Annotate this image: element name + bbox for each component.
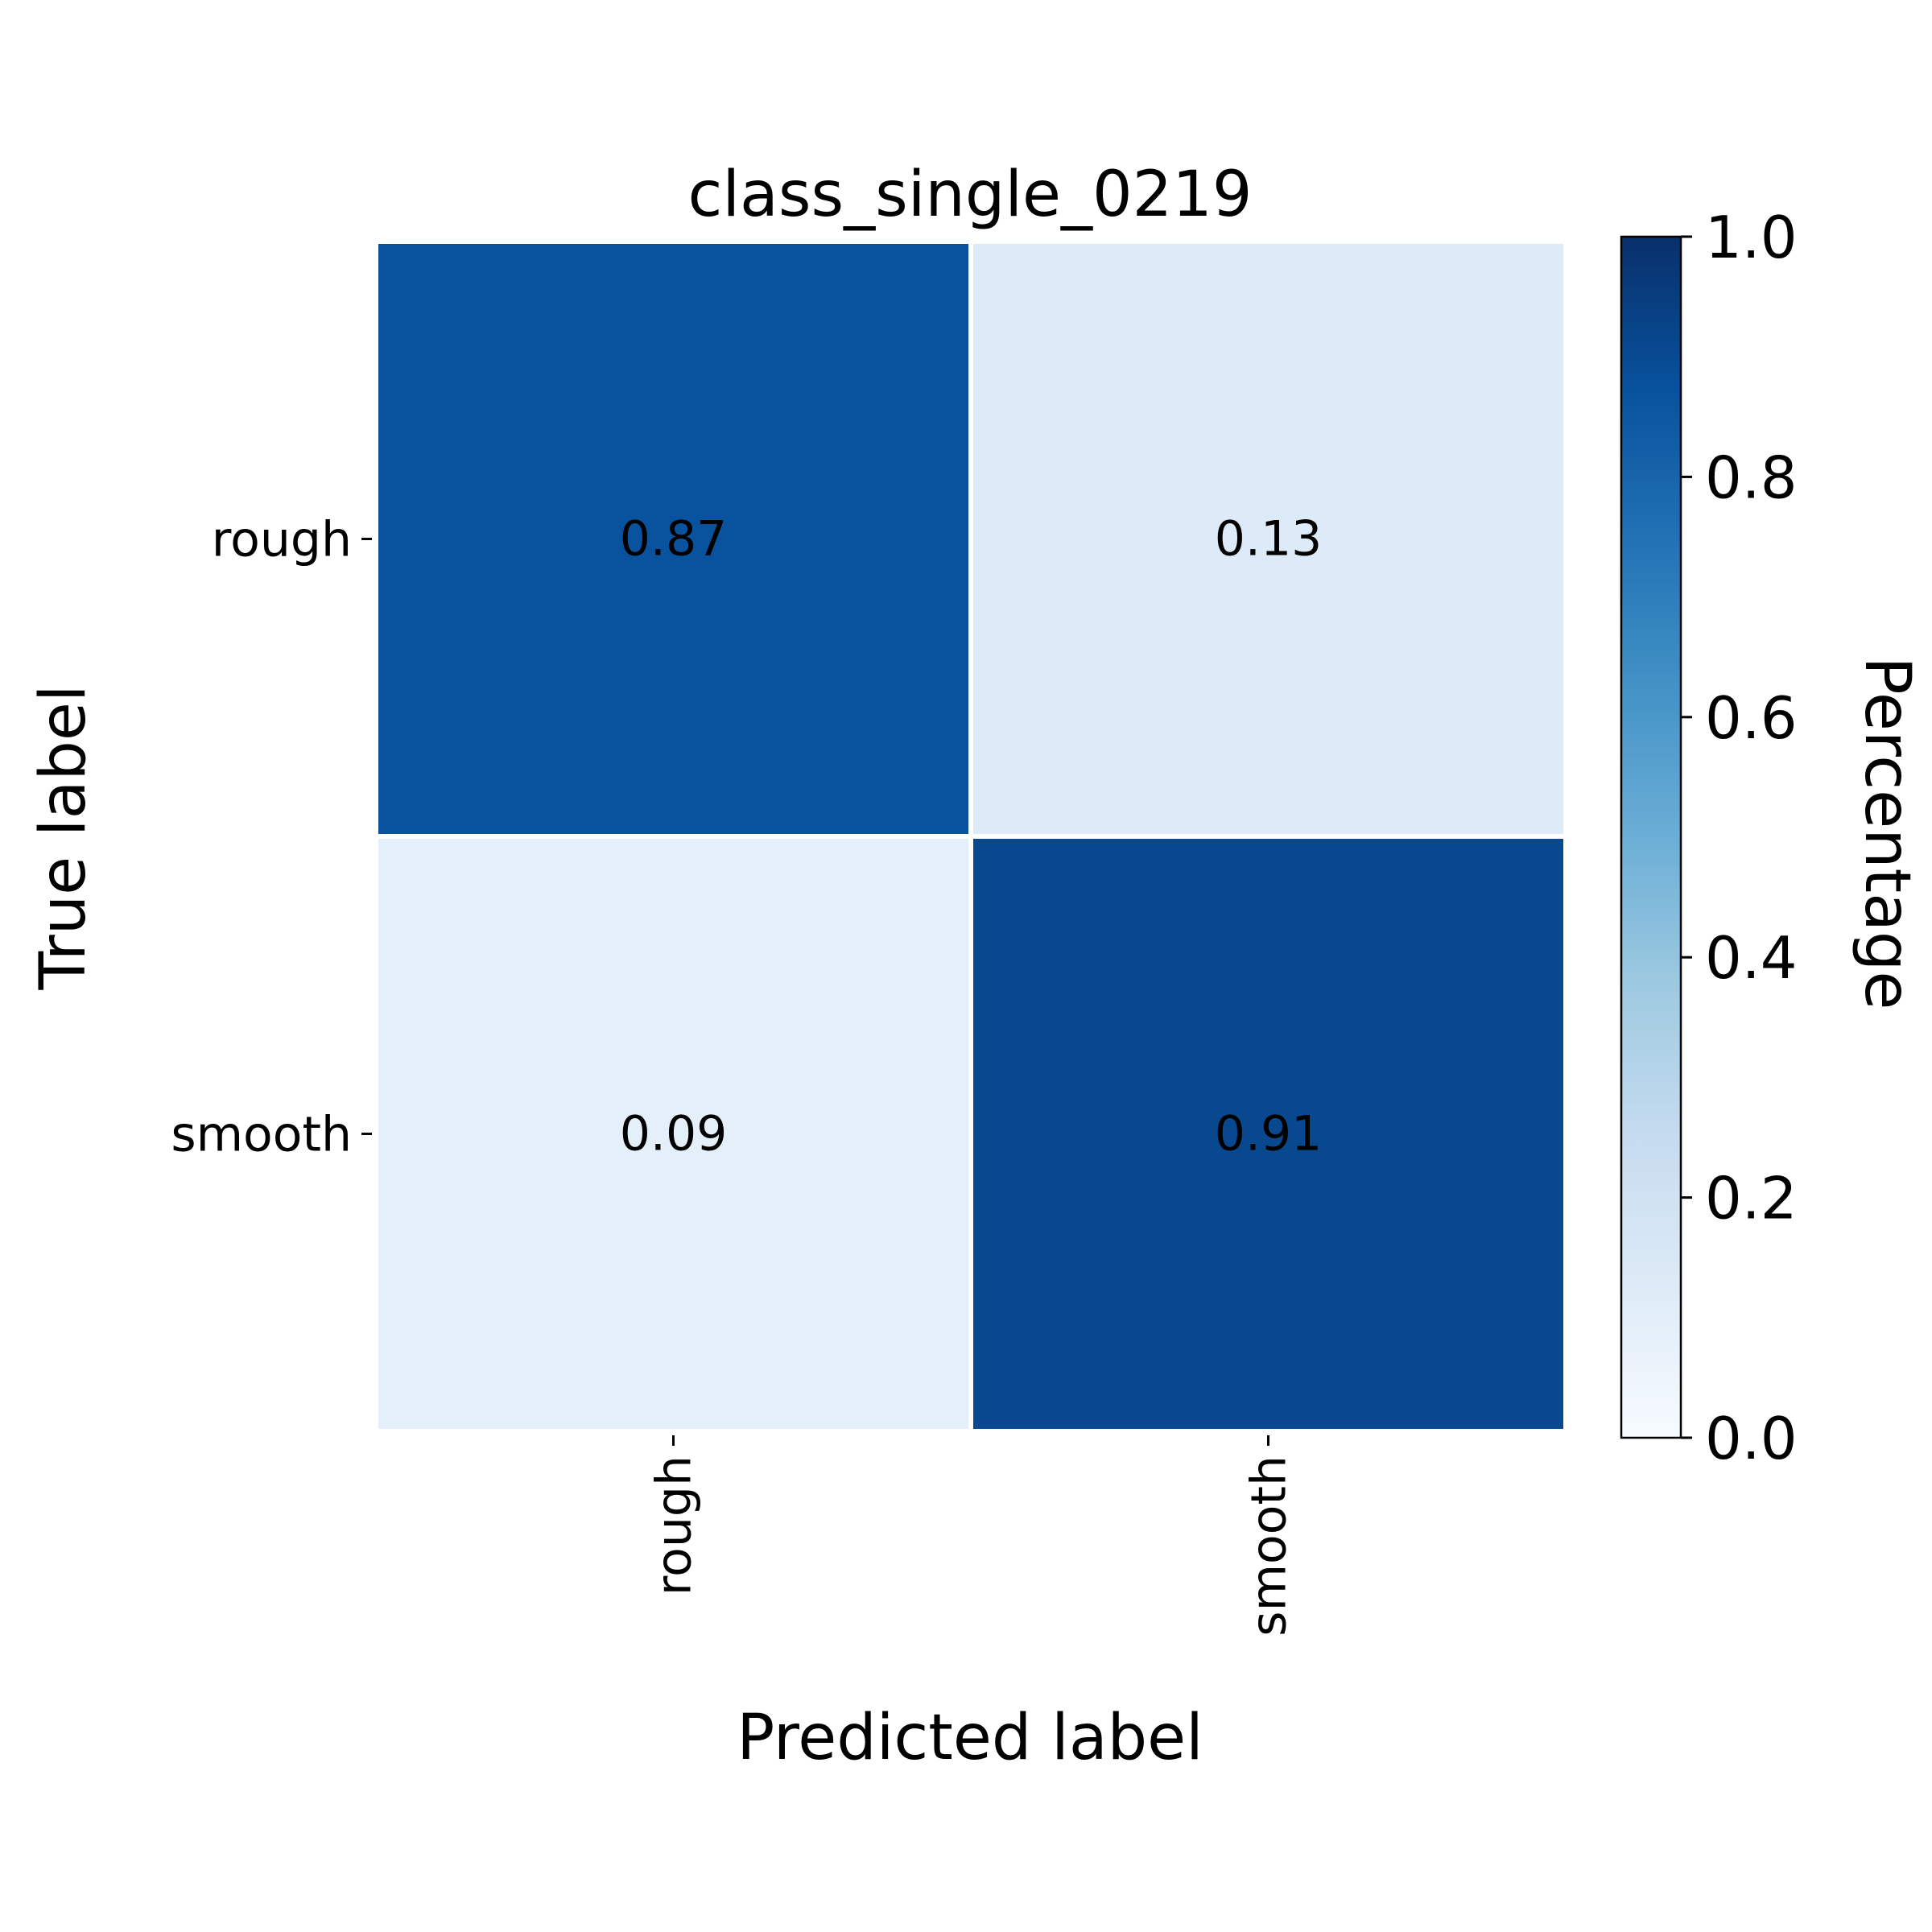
y-tick-label: rough (212, 512, 352, 568)
chart-title: class_single_0219 (687, 159, 1252, 231)
colorbar-tick-label: 0.6 (1705, 684, 1798, 752)
heatmap-cell-smooth-rough (378, 839, 968, 1429)
colorbar-ticks: 0.0 0.2 0.4 0.6 0.8 1.0 (1681, 204, 1798, 1472)
colorbar-label: Percentage (1851, 657, 1923, 1010)
x-tick-label: rough (646, 1455, 703, 1596)
x-axis-title: Predicted label (737, 1702, 1203, 1774)
x-tick-label: smooth (1241, 1455, 1298, 1637)
heatmap-cell-smooth-smooth (973, 839, 1563, 1429)
y-axis-title: True label (27, 684, 100, 990)
y-axis-ticks: rough smooth (171, 512, 372, 1163)
heatmap-cell-rough-rough (378, 244, 968, 834)
colorbar-tick-label: 0.2 (1705, 1165, 1798, 1232)
heatmap-cell-rough-smooth (973, 244, 1563, 834)
colorbar (1620, 235, 1682, 1439)
heatmap-cells (378, 244, 1563, 1429)
colorbar-tick-label: 0.8 (1705, 444, 1798, 511)
y-tick-label: smooth (171, 1107, 352, 1163)
colorbar-tick-label: 0.4 (1705, 924, 1798, 992)
cell-value-label: 0.87 (620, 511, 728, 568)
cell-value-label: 0.09 (620, 1106, 728, 1162)
colorbar-tick-label: 0.0 (1705, 1405, 1798, 1472)
heatmap-value-labels: 0.87 0.13 0.09 0.91 (620, 511, 1323, 1162)
x-axis-ticks: rough smooth (646, 1435, 1298, 1637)
cell-value-label: 0.91 (1215, 1106, 1323, 1162)
colorbar-tick-label: 1.0 (1705, 204, 1798, 271)
cell-value-label: 0.13 (1215, 511, 1323, 568)
